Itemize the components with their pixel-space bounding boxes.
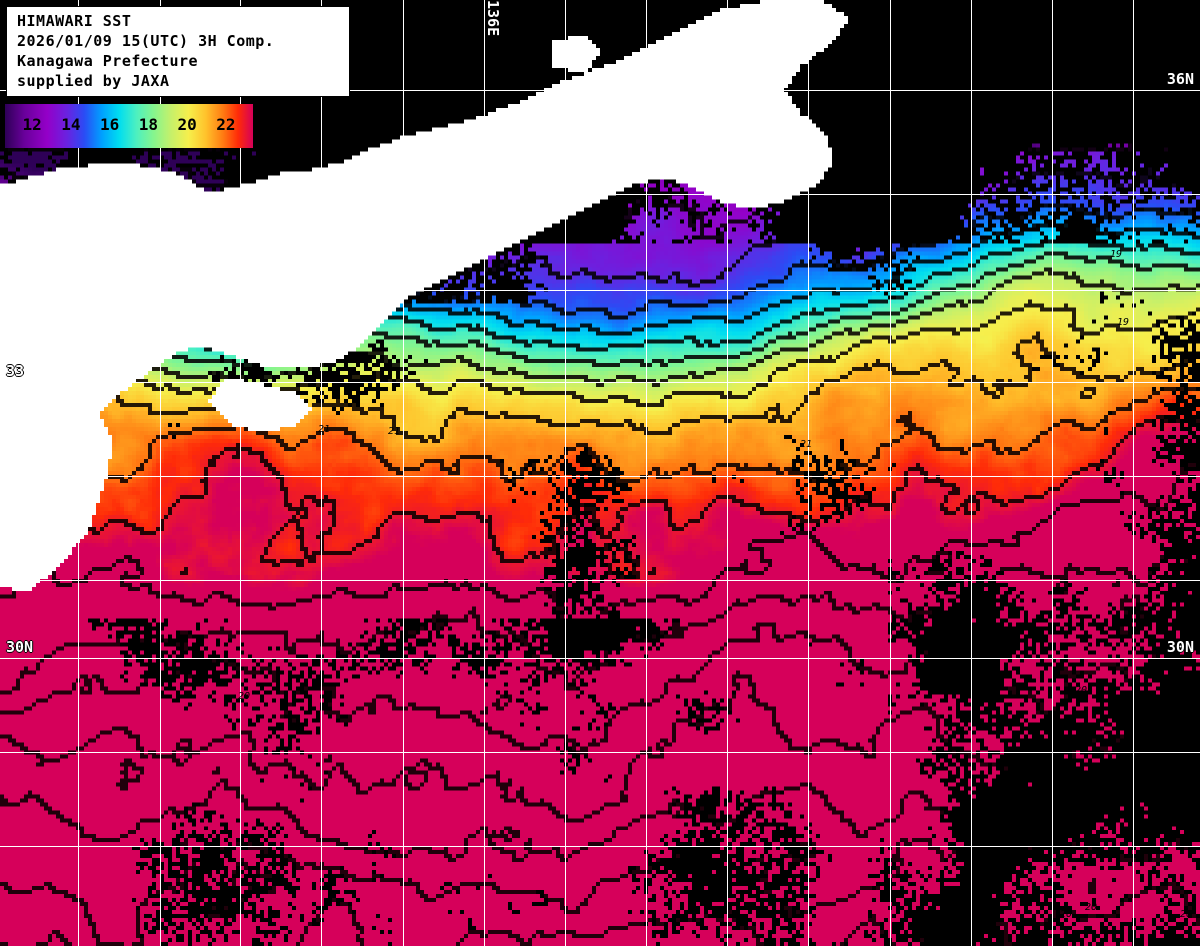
colorbar-tick-16: 16	[99, 115, 120, 134]
title-legend-box: HIMAWARI SST 2026/01/09 15(UTC) 3H Comp.…	[6, 6, 350, 97]
colorbar-gradient	[5, 104, 253, 148]
colorbar-tick-18: 18	[138, 115, 159, 134]
colorbar-tick-20: 20	[177, 115, 197, 134]
colorbar-tick-22: 22	[216, 115, 236, 134]
product-credit: supplied by JAXA	[17, 72, 170, 90]
colorbar-tick-12: 12	[22, 115, 42, 134]
product-organization: Kanagawa Prefecture	[17, 52, 199, 70]
colorbar-tick-labels: 12 14 16 18 20 22	[5, 104, 253, 148]
colorbar-tick-14: 14	[61, 115, 81, 134]
product-title: HIMAWARI SST	[17, 12, 132, 30]
product-timestamp: 2026/01/09 15(UTC) 3H Comp.	[17, 32, 275, 50]
sst-colorbar: 12 14 16 18 20 22	[5, 104, 253, 148]
